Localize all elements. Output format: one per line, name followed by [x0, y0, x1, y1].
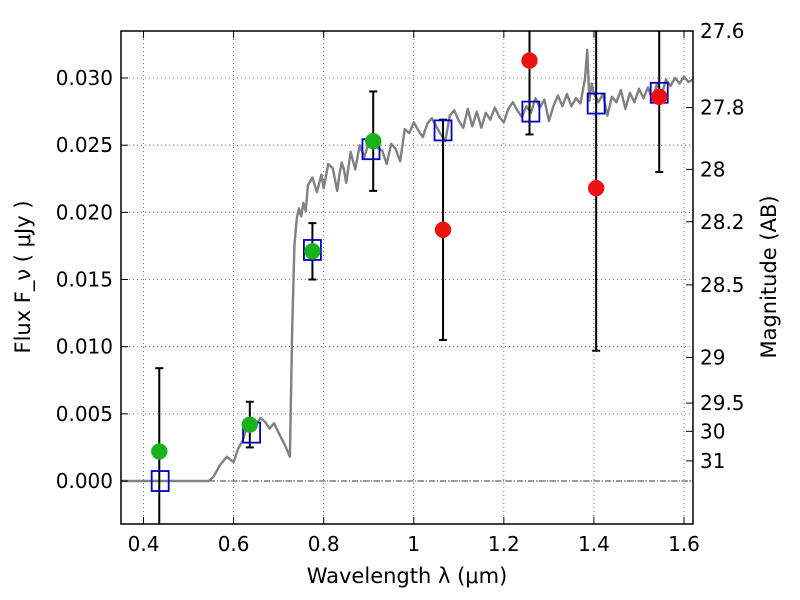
- y2-tick-label: 27.6: [700, 19, 745, 43]
- model-square: [586, 92, 606, 115]
- y2-tick-label: 30: [700, 419, 725, 443]
- model-square: [303, 239, 322, 261]
- undetected-point: [650, 88, 668, 106]
- y2-tick-label: 29.5: [700, 391, 745, 415]
- y2-axis-ticks: 27.6 27.8 28 28.2 28.5 29 29.5 30 31: [686, 19, 745, 473]
- x-axis-label: Wavelength λ (μm): [307, 564, 508, 588]
- detected-point: [151, 443, 168, 460]
- model-square: [521, 100, 541, 123]
- x-axis-ticks: 0.4 0.6 0.8 1 1.2 1.4 1.6: [128, 31, 700, 556]
- y2-tick-label: 28.2: [700, 210, 745, 234]
- x-tick-label: 1.2: [488, 532, 520, 556]
- y-tick-label: 0.005: [56, 402, 113, 426]
- undetected-point: [434, 221, 452, 239]
- undetected-point: [587, 179, 605, 197]
- y2-axis-label: Magnitude (AB): [757, 195, 781, 358]
- model-points: [150, 81, 669, 492]
- model-square: [433, 119, 453, 142]
- detected-point: [241, 416, 259, 433]
- y-axis-label: Flux F_ν ( μJy ): [11, 200, 36, 353]
- y-tick-label: 0.015: [56, 268, 113, 292]
- detected-point: [364, 132, 382, 150]
- x-tick-label: 1.4: [578, 532, 610, 556]
- undetected-point: [521, 52, 538, 69]
- y-tick-label: 0.030: [56, 66, 113, 90]
- y-axis-ticks: 0.000 0.005 0.010 0.015 0.020 0.025 0.030: [56, 66, 128, 493]
- model-square: [150, 470, 170, 492]
- plot-frame: [120, 30, 694, 525]
- y-tick-label: 0.025: [56, 133, 113, 157]
- x-tick-label: 1: [407, 532, 420, 556]
- x-tick-label: 1.6: [668, 532, 700, 556]
- y2-tick-label: 29: [700, 345, 725, 369]
- x-tick-label: 0.8: [308, 532, 340, 556]
- plot-area: [121, 31, 693, 524]
- x-tick-label: 0.6: [218, 532, 250, 556]
- y2-tick-label: 27.8: [700, 96, 745, 120]
- y-tick-label: 0.020: [56, 200, 113, 224]
- x-tick-label: 0.4: [128, 532, 160, 556]
- y-tick-label: 0.000: [56, 469, 113, 493]
- observed-points: [151, 52, 668, 460]
- y2-tick-label: 28.5: [700, 273, 745, 297]
- y2-tick-label: 31: [700, 449, 725, 473]
- y-tick-label: 0.010: [56, 335, 113, 359]
- y2-tick-label: 28: [700, 157, 725, 181]
- detected-point: [304, 243, 321, 260]
